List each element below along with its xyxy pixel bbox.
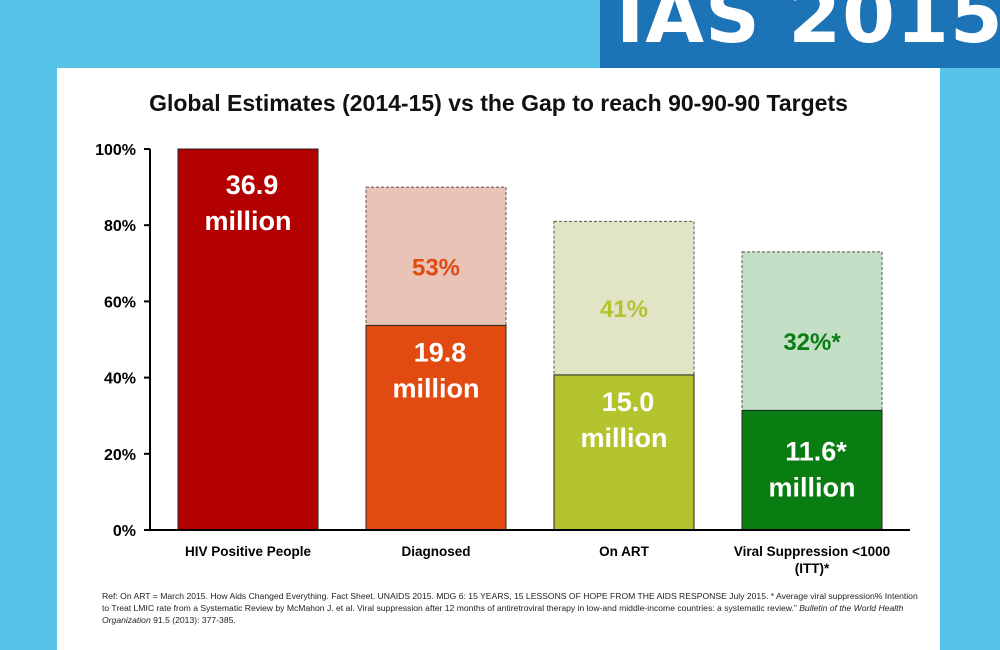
y-tick-label: 0% [113, 523, 136, 540]
y-tick-label: 20% [104, 447, 136, 464]
y-tick-label: 40% [104, 371, 136, 388]
x-tick-label: On ART [599, 544, 649, 559]
reference-text: Ref: On ART = March 2015. How Aids Chang… [102, 591, 918, 613]
value-label-unit: million [581, 423, 668, 453]
x-tick-label: HIV Positive People [185, 544, 312, 559]
chart-panel: Global Estimates (2014-15) vs the Gap to… [57, 68, 940, 650]
y-tick-label: 100% [95, 142, 136, 159]
percent-label: 53% [412, 254, 460, 281]
y-tick-label: 60% [104, 294, 136, 311]
achieved-bar [177, 148, 319, 531]
value-label-unit: million [393, 373, 480, 403]
reference-journal: Bulletin of the World Health Organizatio… [102, 603, 904, 625]
achieved-bar [741, 409, 883, 531]
reference-volume: 91.5 (2013): 377-385. [153, 615, 236, 625]
reference-footnote: Ref: On ART = March 2015. How Aids Chang… [102, 590, 922, 626]
y-tick-label: 80% [104, 218, 136, 235]
ias-2015-logo: IAS 2015 [600, 0, 1000, 68]
value-label: 15.0 [602, 387, 655, 417]
x-tick-label: Diagnosed [401, 544, 470, 559]
value-label: 19.8 [414, 337, 467, 367]
achieved-bar [365, 324, 507, 531]
value-label-unit: million [205, 206, 292, 236]
value-label-unit: million [769, 472, 856, 502]
x-tick-label-line2: (ITT)* [795, 561, 830, 576]
bar-chart: 0% 20% 40% 60% 80% 100% 36.9 million HIV Positiv… [95, 142, 910, 576]
percent-label: 32%* [783, 329, 841, 356]
value-label: 36.9 [226, 170, 279, 200]
percent-label: 41% [600, 296, 648, 323]
x-tick-label: Viral Suppression <1000 [734, 544, 890, 559]
logo-text: IAS 2015 [616, 0, 1000, 60]
chart-title: Global Estimates (2014-15) vs the Gap to… [149, 90, 848, 116]
value-label: 11.6* [785, 436, 847, 466]
